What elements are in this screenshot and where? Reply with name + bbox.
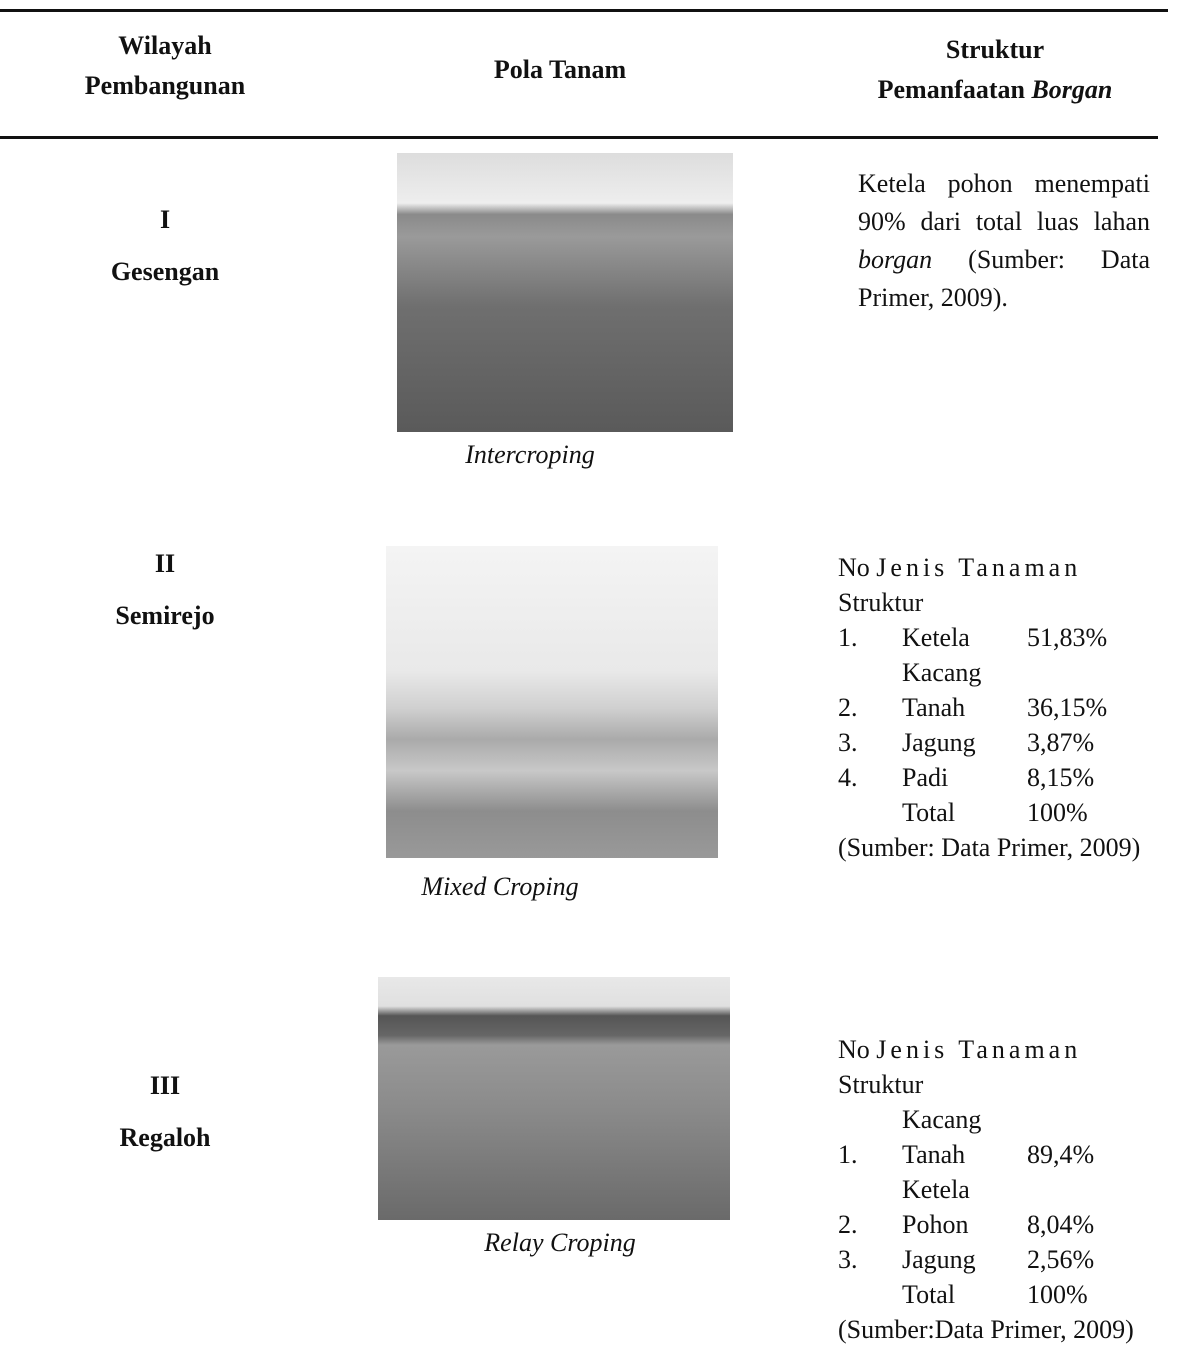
item-value: 3,87% bbox=[1027, 725, 1117, 760]
photo bbox=[397, 153, 733, 432]
header-text: Pembangunan bbox=[40, 66, 290, 106]
region-name: Semirejo bbox=[0, 590, 330, 642]
item-no: 1. bbox=[838, 1137, 902, 1172]
region-cell: II Semirejo bbox=[0, 538, 330, 642]
item-name: Ketela bbox=[902, 620, 1027, 655]
header-cell: Struktur Pemanfaatan Borgan bbox=[820, 30, 1170, 110]
item-value: 8,15% bbox=[1027, 760, 1117, 795]
region-name: Regaloh bbox=[0, 1112, 330, 1164]
item-no: 4. bbox=[838, 760, 902, 795]
head-no: No bbox=[838, 553, 870, 582]
item-value: 51,83% bbox=[1027, 620, 1117, 655]
structure-head: No Jenis Tanaman bbox=[838, 550, 1178, 585]
item-no: 3. bbox=[838, 1242, 902, 1277]
item-value: 89,4% bbox=[1027, 1137, 1117, 1172]
item-name: Jagung bbox=[902, 1242, 1027, 1277]
region-cell: III Regaloh bbox=[0, 1060, 330, 1164]
header-text: Pemanfaatan bbox=[878, 75, 1025, 104]
item-no: 2. bbox=[838, 690, 902, 725]
region-numeral: II bbox=[0, 538, 330, 590]
item-name: Jagung bbox=[902, 725, 1027, 760]
header-text: Pola Tanam bbox=[420, 50, 700, 90]
photo-caption: Mixed Croping bbox=[370, 872, 630, 902]
item-name: Kacang Tanah bbox=[902, 1102, 1027, 1172]
head-name: Jenis Tanaman bbox=[876, 553, 1081, 582]
source: (Sumber: Data Primer, 2009) bbox=[838, 830, 1178, 865]
description-italic: borgan bbox=[858, 245, 932, 274]
header-text: Pemanfaatan Borgan bbox=[820, 70, 1170, 110]
photo bbox=[386, 546, 718, 858]
item-name: Ketela Pohon bbox=[902, 1172, 1027, 1242]
source: (Sumber:Data Primer, 2009) bbox=[838, 1312, 1178, 1347]
region-name: Gesengan bbox=[0, 246, 330, 298]
item-name: Kacang Tanah bbox=[902, 655, 1027, 725]
head-struktur: Struktur bbox=[838, 585, 1178, 620]
item-no: 1. bbox=[838, 620, 902, 655]
description: Ketela pohon menempati 90% dari total lu… bbox=[858, 165, 1150, 317]
item-no: 3. bbox=[838, 725, 902, 760]
page: Wilayah Pembangunan Pola Tanam Struktur … bbox=[0, 0, 1178, 1335]
head-struktur: Struktur bbox=[838, 1067, 1178, 1102]
structure-head: No Jenis Tanaman bbox=[838, 1032, 1178, 1067]
total-value: 100% bbox=[1027, 1277, 1117, 1312]
region-cell: I Gesengan bbox=[0, 194, 330, 298]
header-text: Struktur bbox=[820, 30, 1170, 70]
top-rule bbox=[0, 9, 1168, 12]
total-label: Total bbox=[902, 795, 1027, 830]
item-value: 8,04% bbox=[1027, 1207, 1117, 1242]
region-numeral: I bbox=[0, 194, 330, 246]
header-cell: Pola Tanam bbox=[420, 50, 700, 90]
item-value: 36,15% bbox=[1027, 690, 1117, 725]
item-value: 2,56% bbox=[1027, 1242, 1117, 1277]
total-label: Total bbox=[902, 1277, 1027, 1312]
photo bbox=[378, 977, 730, 1220]
photo-caption: Relay Croping bbox=[430, 1228, 690, 1258]
item-name: Padi bbox=[902, 760, 1027, 795]
head-no: No bbox=[838, 1035, 870, 1064]
total-value: 100% bbox=[1027, 795, 1117, 830]
header-rule bbox=[0, 136, 1158, 139]
description-text: Ketela pohon menempati 90% dari total lu… bbox=[858, 169, 1150, 236]
header-cell: Wilayah Pembangunan bbox=[40, 26, 290, 106]
region-numeral: III bbox=[0, 1060, 330, 1112]
item-no: 2. bbox=[838, 1207, 902, 1242]
header-text: Wilayah bbox=[40, 26, 290, 66]
photo-caption: Intercroping bbox=[400, 440, 660, 470]
head-name: Jenis Tanaman bbox=[876, 1035, 1081, 1064]
header-italic: Borgan bbox=[1031, 75, 1112, 104]
